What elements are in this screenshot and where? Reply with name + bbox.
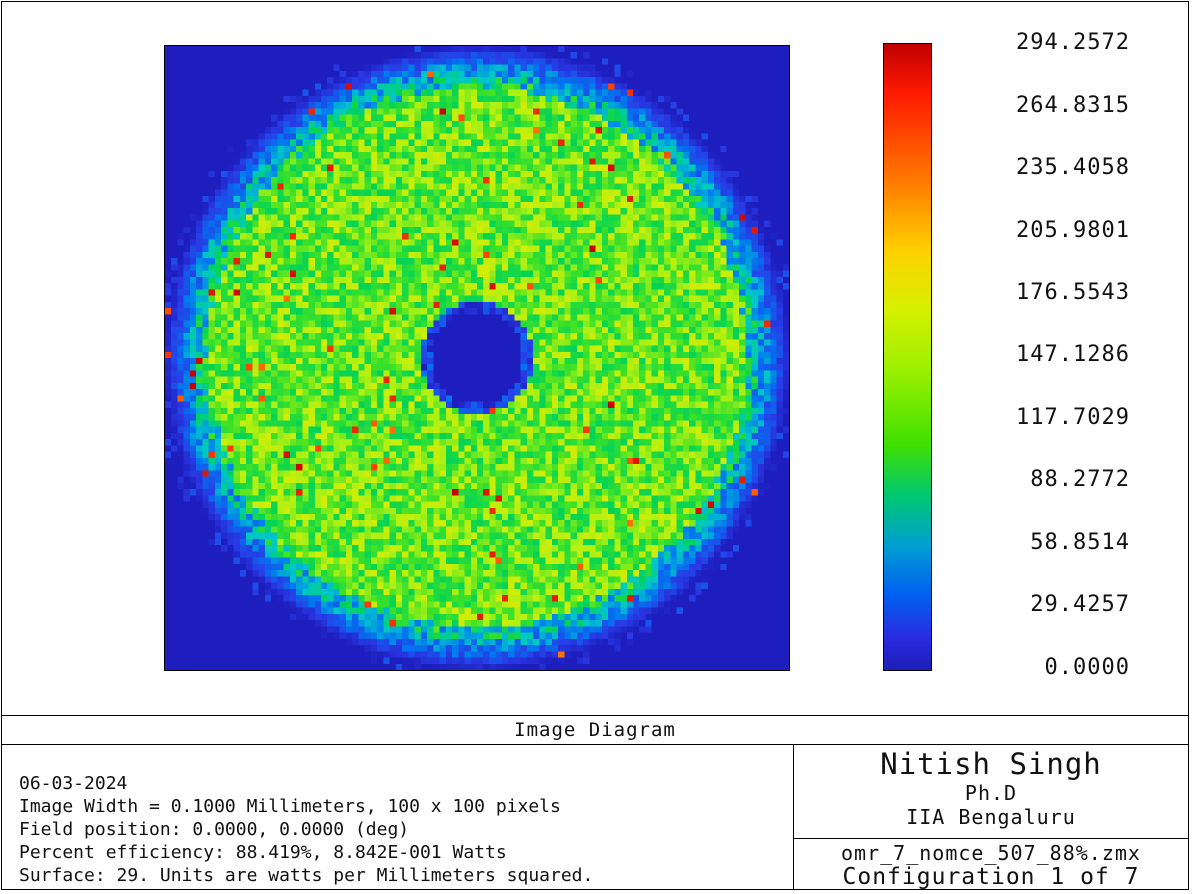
author-block: Nitish Singh Ph.D IIA Bengaluru — [794, 747, 1188, 829]
colorbar-tick-label: 0.0000 — [1044, 655, 1130, 680]
colorbar-tick-label: 294.2572 — [1016, 30, 1130, 55]
divider-vertical — [793, 744, 794, 890]
file-block: omr_7_nomce_507_88%.zmx Configuration 1 … — [794, 841, 1188, 890]
author-degree: Ph.D — [964, 781, 1018, 805]
colorbar-tick-label: 147.1286 — [1016, 342, 1130, 367]
colorbar-tick-label: 117.7029 — [1016, 405, 1130, 430]
configuration-label: Configuration 1 of 7 — [842, 864, 1140, 890]
colorbar-tick-label: 29.4257 — [1030, 592, 1130, 617]
colorbar-tick-label: 58.8514 — [1030, 530, 1130, 555]
heatmap-canvas — [165, 46, 789, 670]
info-line: Percent efficiency: 88.419%, 8.842E-001 … — [19, 842, 507, 863]
diagram-title: Image Diagram — [514, 719, 676, 741]
colorbar-tick-label: 264.8315 — [1016, 93, 1130, 118]
info-line: Surface: 29. Units are watts per Millime… — [19, 865, 594, 886]
info-date: 06-03-2024 — [19, 773, 128, 794]
divider-file — [793, 838, 1189, 839]
colorbar-tick-label: 205.9801 — [1016, 218, 1130, 243]
file-name: omr_7_nomce_507_88%.zmx — [841, 841, 1141, 865]
divider-top — [1, 715, 1189, 716]
info-line: Field position: 0.0000, 0.0000 (deg) — [19, 819, 410, 840]
heatmap-plot — [164, 45, 790, 671]
info-line: Image Width = 0.1000 Millimeters, 100 x … — [19, 796, 561, 817]
colorbar-tick-label: 235.4058 — [1016, 155, 1130, 180]
divider-title — [1, 744, 1189, 745]
colorbar-tick-label: 88.2772 — [1030, 467, 1130, 492]
colorbar-tick-label: 176.5543 — [1016, 280, 1130, 305]
author-institution: IIA Bengaluru — [906, 805, 1076, 829]
colorbar — [883, 43, 932, 671]
author-name: Nitish Singh — [880, 747, 1102, 781]
info-block: 06-03-2024 Image Width = 0.1000 Millimet… — [19, 772, 789, 887]
